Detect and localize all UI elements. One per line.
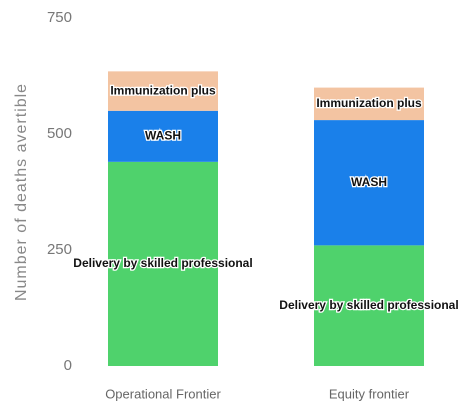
bar-segment (108, 110, 218, 162)
y-tick-label: 750 (47, 9, 72, 26)
segment-label: WASH (351, 175, 387, 189)
x-tick-label: Equity frontier (329, 386, 410, 401)
bar-segment (314, 87, 424, 121)
bar-segment (108, 161, 218, 366)
y-tick-label: 500 (47, 125, 72, 142)
segment-label: Immunization plus (110, 83, 216, 97)
y-axis-label: Number of deaths avertible (13, 83, 30, 301)
y-tick-label: 250 (47, 241, 72, 258)
y-tick-label: 0 (64, 357, 72, 374)
segment-label: Immunization plus (316, 96, 422, 110)
bar-segment (314, 120, 424, 246)
segment-label: Delivery by skilled professional (279, 298, 458, 312)
segment-label: Delivery by skilled professional (73, 256, 252, 270)
x-tick-label: Operational Frontier (105, 386, 221, 401)
bar-segment (314, 245, 424, 366)
segment-label: WASH (145, 128, 181, 142)
bar-segment (108, 71, 218, 111)
